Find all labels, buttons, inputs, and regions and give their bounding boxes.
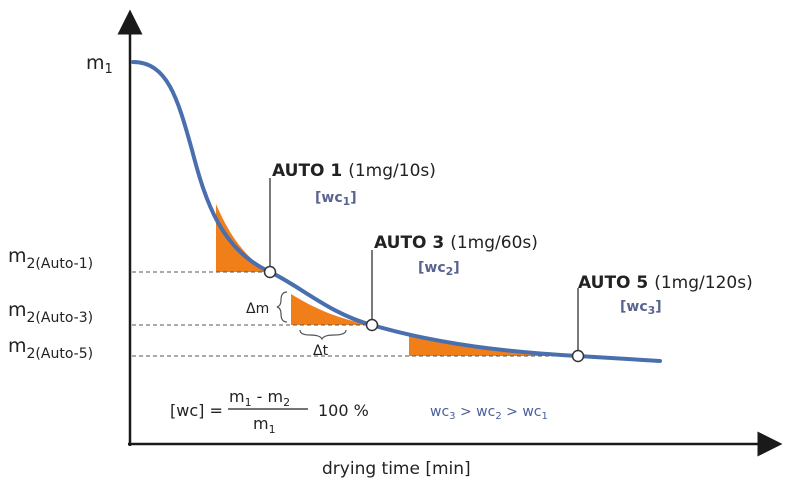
area-auto-1 bbox=[216, 204, 270, 272]
auto-1-wc: [wc1] bbox=[315, 190, 357, 208]
marker-auto-3 bbox=[365, 318, 379, 332]
level-label-auto-1: m2(Auto-1) bbox=[8, 245, 93, 272]
delta-t-label: Δt bbox=[313, 343, 329, 359]
formula-factor: 100 % bbox=[318, 401, 369, 420]
area-auto-3 bbox=[291, 294, 372, 325]
auto-5-label: AUTO 5 (1mg/120s) bbox=[578, 273, 753, 293]
level-label-auto-5: m2(Auto-5) bbox=[8, 335, 93, 362]
y-top-label: m1 bbox=[86, 52, 113, 77]
auto-1-label: AUTO 1 (1mg/10s) bbox=[272, 161, 436, 181]
formula-numerator: m1 - m2 bbox=[229, 387, 290, 409]
wc-inequality: wc3 > wc2 > wc1 bbox=[430, 404, 548, 422]
formula-lhs: [wc] = bbox=[170, 401, 223, 420]
auto-5-wc: [wc3] bbox=[620, 299, 662, 317]
drying-curve bbox=[131, 60, 662, 363]
x-axis-label: drying time [min] bbox=[322, 459, 471, 479]
marker-auto-5 bbox=[571, 349, 585, 363]
area-auto-5 bbox=[409, 336, 578, 356]
dm-brace bbox=[276, 291, 288, 323]
auto-3-label: AUTO 3 (1mg/60s) bbox=[374, 233, 538, 253]
marker-auto-1 bbox=[263, 265, 277, 279]
delta-m-label: Δm bbox=[246, 301, 269, 317]
level-label-auto-3: m2(Auto-3) bbox=[8, 299, 93, 326]
auto-3-wc: [wc2] bbox=[418, 260, 460, 278]
dt-brace bbox=[299, 329, 347, 341]
formula-denominator: m1 bbox=[253, 414, 276, 436]
